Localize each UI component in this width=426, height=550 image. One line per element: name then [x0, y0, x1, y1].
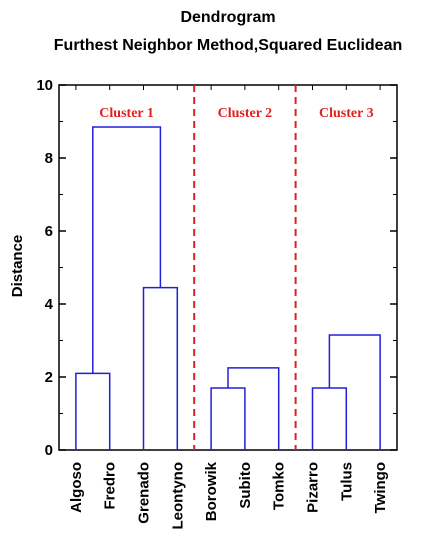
chart-subtitle: Furthest Neighbor Method,Squared Euclide…: [54, 37, 402, 54]
y-tick-label: 0: [45, 442, 53, 459]
y-tick-label: 2: [45, 369, 53, 386]
branch-pizarro-tulus-twingo: [328, 334, 381, 450]
leaf-label-tulus: Tulus: [338, 462, 355, 501]
leaf-label-grenado: Grenado: [136, 462, 153, 524]
y-tick-label: 10: [36, 77, 53, 94]
branch-algoso-fredro: [75, 372, 111, 450]
cluster-label-2: Cluster 2: [218, 106, 273, 121]
branch-grenado-leontyno: [142, 286, 179, 450]
chart-title: Dendrogram: [180, 9, 275, 26]
chart-marks: 0 2 4 6 8 10 Algoso Fredro Grenado Leontyno Borowi…: [36, 77, 397, 530]
cluster-label-1: Cluster 1: [99, 106, 154, 121]
branch-borowik-subito: [210, 387, 246, 450]
leaf-label-borowik: Borowik: [203, 461, 220, 521]
leaf-label-subito: Subito: [237, 462, 254, 509]
y-axis-label: Distance: [9, 235, 26, 298]
leaf-label-twingo: Twingo: [372, 462, 389, 513]
leaf-label-pizarro: Pizarro: [305, 462, 322, 513]
leaf-label-fredro: Fredro: [102, 462, 119, 510]
leaf-label-tomko: Tomko: [271, 462, 288, 510]
y-tick-label: 4: [45, 296, 54, 313]
cluster-label-3: Cluster 3: [319, 106, 374, 121]
branch-pizarro-tulus: [311, 387, 348, 450]
branch-algoso-fredro-grenado-leontyno: [92, 126, 162, 374]
y-tick-label: 8: [45, 150, 53, 167]
leaf-label-leontyno: Leontyno: [169, 462, 186, 530]
leaf-label-algoso: Algoso: [68, 462, 85, 513]
y-tick-label: 6: [45, 223, 53, 240]
branch-borowik-subito-tomko: [227, 367, 280, 450]
